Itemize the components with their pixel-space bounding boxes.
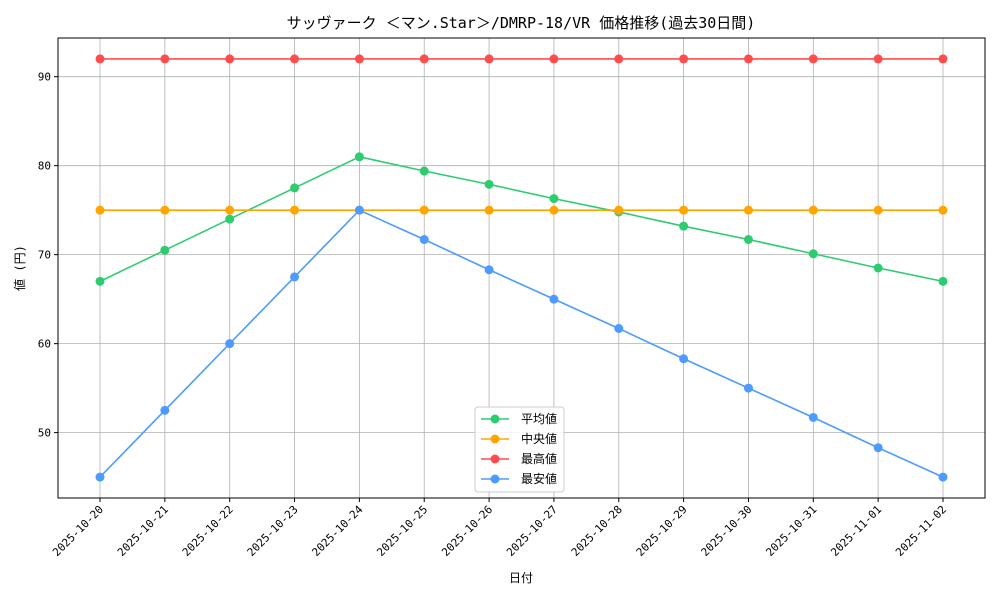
data-point [808, 412, 818, 422]
data-point [160, 245, 170, 255]
data-point [484, 265, 494, 275]
data-point [743, 54, 753, 64]
x-tick-label: 2025-10-28 [569, 503, 625, 559]
x-tick-label: 2025-10-27 [504, 503, 560, 559]
y-tick-label: 60 [38, 338, 51, 351]
data-point [419, 235, 429, 245]
data-point [549, 205, 559, 215]
legend-marker [490, 474, 500, 484]
y-axis-label: 値 (円) [12, 245, 27, 291]
data-point [354, 205, 364, 215]
data-point [549, 194, 559, 204]
data-point [419, 166, 429, 176]
legend-label: 中央値 [521, 431, 557, 446]
data-point [808, 205, 818, 215]
series-2 [95, 54, 948, 64]
data-point [938, 472, 948, 482]
series-line [99, 209, 944, 478]
data-point [484, 54, 494, 64]
data-point [679, 221, 689, 231]
data-point [743, 235, 753, 245]
legend-item: 最安値 [481, 471, 557, 486]
data-point [614, 54, 624, 64]
chart-title: サッヴァーク ＜マン.Star＞/DMRP-18/VR 価格推移(過去30日間) [287, 14, 756, 32]
data-point [938, 276, 948, 286]
data-point [873, 443, 883, 453]
data-point [160, 405, 170, 415]
data-point [873, 205, 883, 215]
x-tick-label: 2025-10-24 [309, 503, 365, 559]
x-tick-label: 2025-11-01 [828, 503, 884, 559]
legend-label: 最高値 [521, 451, 557, 466]
x-tick-label: 2025-10-29 [634, 503, 690, 559]
legend-item: 中央値 [481, 431, 557, 446]
data-point [614, 205, 624, 215]
data-point [743, 205, 753, 215]
legend-label: 最安値 [521, 471, 557, 486]
data-point [679, 354, 689, 364]
x-tick-label: 2025-10-26 [439, 503, 495, 559]
data-point [419, 205, 429, 215]
data-point [290, 183, 300, 193]
data-point [290, 272, 300, 282]
data-point [938, 54, 948, 64]
data-point [679, 205, 689, 215]
y-tick-label: 80 [38, 160, 51, 173]
data-point [873, 54, 883, 64]
data-point [549, 54, 559, 64]
x-tick-label: 2025-10-20 [50, 503, 106, 559]
x-tick-label: 2025-10-22 [180, 503, 236, 559]
data-point [95, 54, 105, 64]
legend-marker [490, 414, 500, 424]
y-tick-label: 70 [38, 249, 51, 262]
data-point [484, 179, 494, 189]
data-point [808, 249, 818, 259]
series-1 [95, 205, 948, 215]
data-point [484, 205, 494, 215]
x-tick-label: 2025-10-21 [115, 503, 171, 559]
data-point [808, 54, 818, 64]
data-point [354, 152, 364, 162]
legend-box [474, 406, 565, 493]
data-point [160, 205, 170, 215]
data-point [95, 276, 105, 286]
data-point [354, 54, 364, 64]
data-point [290, 54, 300, 64]
legend-item: 最高値 [481, 451, 557, 466]
legend-marker [490, 434, 500, 444]
legend-marker [490, 454, 500, 464]
data-point [614, 324, 624, 334]
plot-area [57, 37, 986, 499]
data-point [549, 294, 559, 304]
y-tick-label: 50 [38, 427, 51, 440]
series-3 [95, 205, 948, 482]
series-0 [95, 152, 948, 286]
x-tick-label: 2025-10-23 [245, 503, 301, 559]
data-point [225, 339, 235, 349]
x-tick-label: 2025-10-25 [374, 503, 430, 559]
data-point [160, 54, 170, 64]
data-point [225, 205, 235, 215]
data-point [95, 205, 105, 215]
legend-item: 平均値 [481, 411, 557, 426]
data-point [225, 214, 235, 224]
x-axis-label: 日付 [509, 571, 533, 585]
data-point [743, 383, 753, 393]
data-point [290, 205, 300, 215]
x-tick-label: 2025-11-02 [893, 503, 949, 559]
x-tick-label: 2025-10-31 [763, 503, 819, 559]
data-point [225, 54, 235, 64]
data-point [95, 472, 105, 482]
data-point [679, 54, 689, 64]
data-point [873, 263, 883, 273]
x-tick-label: 2025-10-30 [699, 503, 755, 559]
series-line [99, 155, 944, 283]
legend-label: 平均値 [521, 411, 557, 426]
data-point [419, 54, 429, 64]
data-point [938, 205, 948, 215]
y-tick-label: 90 [38, 71, 51, 84]
